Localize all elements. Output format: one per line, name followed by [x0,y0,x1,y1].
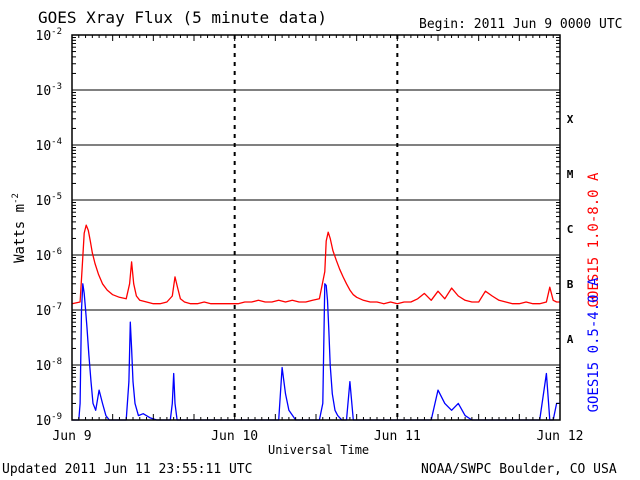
flare-class-labels: X M C B A [567,113,574,346]
y-tick-label: 10-9 [36,412,63,429]
flare-class-X: X [567,113,574,126]
y-tick-label: 10-2 [36,27,63,44]
series-long-channel [71,224,560,305]
x-axis-label: Universal Time [268,443,370,457]
y-tick-exponent: -8 [51,357,62,367]
credit-label: NOAA/SWPC Boulder, CO USA [421,462,617,477]
plot-frame [71,34,561,421]
flare-class-C: C [567,223,574,236]
legend-long-channel: GOES15 1.0-8.0 A [586,172,602,307]
y-tick-label: 10-8 [36,357,63,374]
x-tick-label: Jun 11 [374,429,421,444]
flare-class-A: A [567,333,574,346]
x-tick-label: Jun 10 [211,429,258,444]
y-tick-exponent: -2 [51,27,62,37]
y-tick-label: 10-3 [36,82,63,99]
flare-class-M: M [567,168,574,181]
y-tick-label: 10-6 [36,247,63,264]
grid [72,34,560,421]
y-tick-label: 10-4 [36,137,63,154]
chart-title: GOES Xray Flux (5 minute data) [38,8,327,27]
series-short-channel [72,283,560,421]
y-tick-exponent: -6 [51,247,62,257]
begin-date-label: Begin: 2011 Jun 9 0000 UTC [419,17,623,32]
y-axis-label: Watts m-2 [11,193,28,263]
y-tick-exponent: -7 [51,302,62,312]
y-axis-label-exponent: -2 [11,193,21,204]
updated-timestamp: Updated 2011 Jun 11 23:55:11 UTC [2,462,253,477]
y-tick-exponent: -5 [51,192,62,202]
y-axis-label-text: Watts m [12,204,28,263]
x-axis: Jun 9 Jun 10 Jun 11 Jun 12 [52,35,583,444]
y-tick-exponent: -3 [51,82,62,92]
y-tick-label: 10-5 [36,192,63,209]
y-tick-label: 10-7 [36,302,63,319]
y-axis: 10-2 10-3 10-4 10-5 10-6 10-7 10-8 10-9 [36,27,560,429]
y-tick-exponent: -9 [51,412,62,422]
series-layer [71,224,560,421]
x-tick-label: Jun 12 [537,429,584,444]
y-tick-exponent: -4 [51,137,62,147]
flare-class-B: B [567,278,574,291]
x-tick-label: Jun 9 [52,429,91,444]
legend-short-channel: GOES15 0.5-4.0 A [586,277,602,412]
